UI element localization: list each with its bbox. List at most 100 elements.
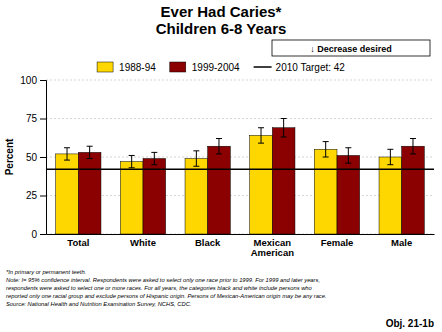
x-tick-label: White xyxy=(130,237,156,248)
error-bar xyxy=(193,151,199,166)
x-tick-label: Black xyxy=(195,237,221,248)
error-bar xyxy=(64,148,70,160)
bar xyxy=(56,154,79,234)
error-cap xyxy=(151,164,157,165)
error-bar xyxy=(129,155,135,167)
error-line xyxy=(67,148,68,160)
error-cap xyxy=(193,166,199,167)
footnote: Note: I= 95% confidence interval. Respon… xyxy=(6,277,320,283)
bar xyxy=(379,157,402,234)
y-tick-mark xyxy=(40,119,46,120)
x-tick-label: Total xyxy=(67,237,89,248)
y-axis-line xyxy=(40,81,47,235)
grid-line xyxy=(46,80,434,81)
marks xyxy=(46,119,434,235)
bar xyxy=(402,146,425,234)
x-axis: Total White Black MexicanAmerican Female Male xyxy=(47,234,435,258)
grid-line xyxy=(46,118,434,119)
error-cap xyxy=(216,138,222,139)
error-line xyxy=(283,119,284,137)
error-cap xyxy=(387,149,393,150)
target-line xyxy=(46,169,434,171)
y-tick-label: 50 xyxy=(26,152,38,163)
error-line xyxy=(261,128,262,143)
error-bar xyxy=(151,152,157,164)
error-cap xyxy=(193,150,199,151)
x-tick: White xyxy=(130,234,156,248)
y-tick: 50 xyxy=(26,152,46,163)
error-cap xyxy=(410,153,416,154)
x-tick: Female xyxy=(321,234,354,248)
legend-item: 1999-2004 xyxy=(170,62,240,73)
y-axis: 0255075100 xyxy=(20,75,46,240)
error-bar xyxy=(216,139,222,154)
y-tick: 25 xyxy=(26,190,46,201)
error-bars xyxy=(87,119,416,165)
annotation: ↓ Decrease desired xyxy=(310,44,392,54)
error-bars xyxy=(64,128,393,168)
x-tick-label-line: Male xyxy=(391,237,412,248)
error-bar xyxy=(345,148,351,163)
error-cap xyxy=(64,147,70,148)
error-cap xyxy=(129,167,135,168)
error-line xyxy=(154,152,155,164)
bar xyxy=(78,152,101,234)
error-cap xyxy=(345,147,351,148)
error-line xyxy=(390,149,391,164)
error-bar xyxy=(281,119,287,137)
y-tick-label: 25 xyxy=(26,190,38,201)
error-line xyxy=(89,146,90,158)
title: Ever Had Caries* xyxy=(161,3,282,20)
error-bar xyxy=(258,128,264,143)
bar xyxy=(250,135,273,234)
error-bar xyxy=(323,142,329,157)
y-tick: 0 xyxy=(31,229,46,240)
x-tick-label-line: Female xyxy=(321,237,354,248)
x-tick-label-line: Mexican xyxy=(254,237,292,248)
error-cap xyxy=(323,141,329,142)
error-cap xyxy=(258,127,264,128)
y-axis-title: Percent xyxy=(4,138,15,175)
obj-label: Obj. 21-1b xyxy=(386,318,434,329)
x-tick-label-line: Black xyxy=(195,237,221,248)
legend-item: 1988-94 xyxy=(97,62,156,73)
legend-label: 2010 Target: 42 xyxy=(276,62,346,73)
x-axis-line xyxy=(47,234,435,235)
legend-label: 1999-2004 xyxy=(192,62,240,73)
error-cap xyxy=(258,143,264,144)
x-tick-label: MexicanAmerican xyxy=(251,237,294,258)
error-bar xyxy=(87,146,93,158)
error-cap xyxy=(151,152,157,153)
legend-label: 1988-94 xyxy=(119,62,156,73)
x-tick: Black xyxy=(195,234,221,248)
footnote: *In primary or permanent teeth. xyxy=(6,269,86,275)
bar xyxy=(337,155,360,234)
y-tick-mark xyxy=(40,234,46,235)
grid-line xyxy=(46,234,434,235)
bar xyxy=(208,146,231,234)
error-cap xyxy=(281,136,287,137)
y-tick-label: 100 xyxy=(20,75,37,86)
error-cap xyxy=(387,164,393,165)
legend: 1988-94 1999-2004 2010 Target: 42 xyxy=(97,62,345,73)
x-tick: MexicanAmerican xyxy=(251,234,294,258)
footnote: reported only one racial group and exclu… xyxy=(6,293,327,299)
x-tick-label-line: Total xyxy=(67,237,89,248)
series xyxy=(78,128,424,234)
x-tick-label: Female xyxy=(321,237,354,248)
grid-line xyxy=(46,195,434,196)
footnote: respondents were asked to select one or … xyxy=(6,285,313,291)
error-line xyxy=(325,142,326,157)
x-tick: Male xyxy=(391,234,412,248)
error-line xyxy=(412,139,413,154)
grid-line xyxy=(46,157,434,158)
error-cap xyxy=(323,157,329,158)
y-tick-mark xyxy=(40,157,46,158)
x-tick-label: Male xyxy=(391,237,412,248)
chart: Ever Had Caries*Children 6-8 Years ↓ Decr… xyxy=(0,0,442,332)
footnotes: *In primary or permanent teeth. Note: I= … xyxy=(6,269,327,307)
annotation-frame xyxy=(272,40,430,56)
subtitle: Children 6-8 Years xyxy=(156,20,287,37)
y-tick-label: 0 xyxy=(31,229,37,240)
error-cap xyxy=(345,163,351,164)
